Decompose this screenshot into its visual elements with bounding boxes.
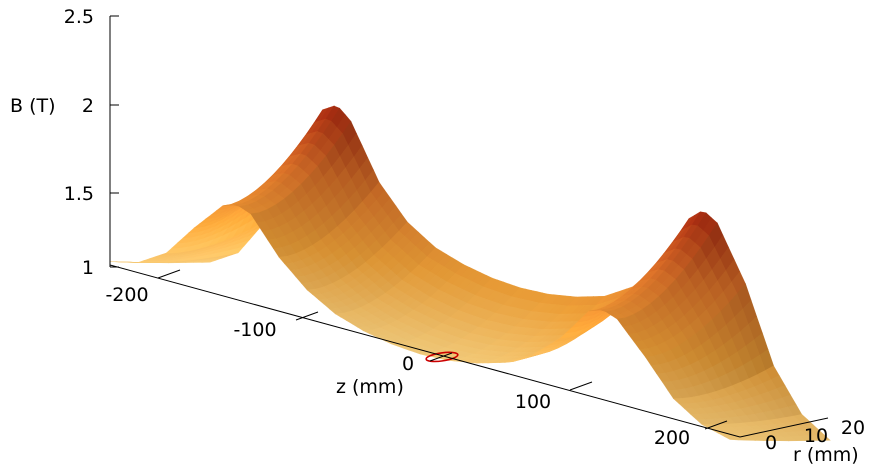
x-tick-mark xyxy=(157,269,181,279)
x-axis-label: z (mm) xyxy=(336,376,404,398)
x-tick-mark xyxy=(429,352,453,362)
z-tick-label: 1.5 xyxy=(64,183,94,205)
x-tick-label: 0 xyxy=(402,353,414,375)
y-axis-line xyxy=(739,417,829,438)
x-tick-label: -100 xyxy=(233,319,276,341)
z-tick-label: 1 xyxy=(82,257,94,279)
contour-line xyxy=(425,351,459,363)
x-tick-label: 200 xyxy=(654,427,690,449)
y-axis-label: r (mm) xyxy=(793,444,859,466)
x-tick-mark xyxy=(704,420,728,430)
x-axis-line xyxy=(109,264,741,438)
y-tick-label: 10 xyxy=(804,425,828,447)
axes xyxy=(109,16,829,438)
x-tick-mark xyxy=(569,381,593,391)
x-tick-label: -200 xyxy=(105,284,148,306)
y-tick-label: 20 xyxy=(841,417,865,439)
tick-labels: 1 1.5 2 2.5 -200 -100 0 100 200 0 10 20 xyxy=(64,6,865,454)
x-tick-mark xyxy=(295,311,319,321)
z-axis-label: B (T) xyxy=(10,95,56,117)
contour-layer xyxy=(425,351,459,363)
surface-patch xyxy=(724,436,739,441)
z-tick-label: 2 xyxy=(82,95,94,117)
z-tick-label: 2.5 xyxy=(64,6,94,28)
x-tick-label: 100 xyxy=(515,391,551,413)
surface-plot xyxy=(109,105,831,442)
y-tick-label: 0 xyxy=(765,432,777,454)
